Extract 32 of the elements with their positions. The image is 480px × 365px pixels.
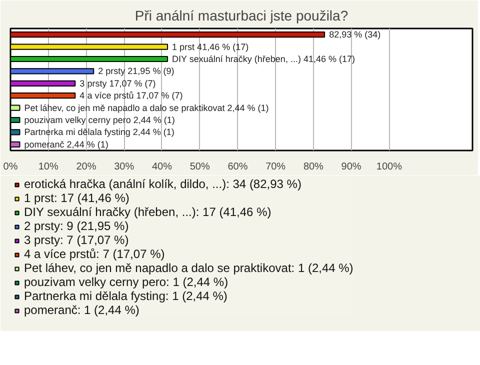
data-label: 3 prsty 17,07 % (7) [80,78,156,88]
data-label: 1 prst 41,46 % (17) [172,42,249,52]
legend-label: pouzivam velky cerny pero: 1 (2,44 %) [24,275,228,289]
x-tick-label: 70% [266,162,286,172]
x-tick-label: 30% [114,162,134,172]
data-label: pomeranč 2,44 % (1) [24,139,108,150]
data-label: 4 a více prstů 17,07 % (7) [80,90,183,101]
legend-label: 1 prst: 17 (41,46 %) [24,191,130,205]
legend-label: pomeranč: 1 (2,44 %) [24,303,140,317]
legend-label: 4 a více prstů: 7 (17,07 %) [24,247,165,261]
data-label: DIY sexuální hračky (hřeben, ...) 41,46 % (17) [172,54,355,64]
x-tick-label: 80% [303,162,324,172]
data-label: 2 prsty 21,95 % (9) [98,66,174,76]
data-label: 82,93 % (34) [329,30,381,40]
legend-label: DIY sexuální hračky (hřeben, ...): 17 (41,46 %) [24,205,272,219]
x-tick-label: 40% [152,162,172,172]
legend-label: 2 prsty: 9 (21,95 %) [24,219,129,233]
x-tick-label: 90% [341,162,362,172]
x-tick-label: 10% [38,162,58,172]
x-tick-label: 0% [3,162,18,172]
data-label: Pet láhev, co jen mě napadlo a dalo se praktikovat 2,44 % (1) [24,102,269,113]
x-tick-label: 60% [228,162,248,172]
data-label: pouzivam velky cerny pero 2,44 % (1) [24,115,175,125]
data-label: Partnerka mi dělala fysting 2,44 % (1) [24,127,174,138]
legend-label: Partnerka mi dělala fysting: 1 (2,44 %) [24,289,228,303]
x-tick-label: 100% [376,162,402,172]
legend-label: 3 prsty: 7 (17,07 %) [24,233,129,247]
legend-label: Pet láhev, co jen mě napadlo a dalo se praktikovat: 1 (2,44 %) [24,261,354,275]
x-tick-label: 20% [76,162,96,172]
legend-label: erotická hračka (anální kolík, dildo, ...): 34 (82,93 %) [24,177,302,191]
chart-title: Při anální masturbaci jste použila? [134,8,348,24]
x-tick-label: 50% [190,162,210,172]
